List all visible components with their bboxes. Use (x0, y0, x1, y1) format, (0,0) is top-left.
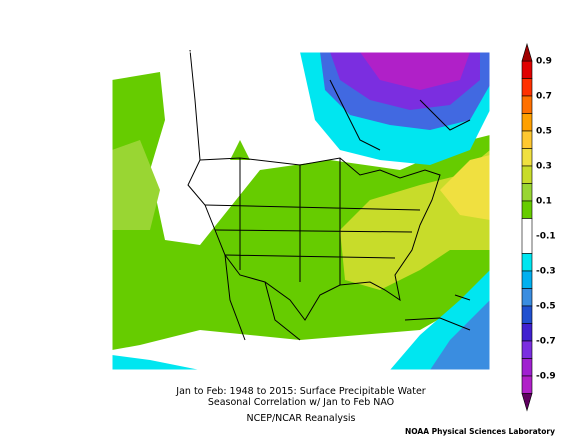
colorbar-segment (521, 218, 533, 254)
colorbar-arrow (521, 393, 533, 412)
colorbar-segment (521, 60, 533, 79)
caribbean (404, 294, 471, 331)
colorbar-segment (521, 130, 533, 149)
map (111, 49, 491, 371)
us-outline (187, 157, 441, 321)
field-green (230, 140, 250, 160)
colorbar-label: -0.7 (536, 337, 556, 347)
colorbar-segment (521, 165, 533, 184)
colorbar-segment (521, 288, 533, 307)
colorbar-segment (521, 148, 533, 167)
mexico-coast (224, 254, 301, 341)
colorbar-segment (521, 340, 533, 359)
title-line: Seasonal Correlation w/ Jan to Feb NAO (208, 397, 394, 408)
colorbar-label: -0.3 (536, 267, 556, 277)
colorbar-segment (521, 323, 533, 342)
colorbar-label: 0.3 (536, 162, 552, 172)
colorbar-segment (521, 253, 533, 272)
colorbar-label: 0.5 (536, 127, 552, 137)
source: NCEP/NCAR Reanalysis (246, 413, 355, 424)
colorbar-segment (521, 200, 533, 219)
colorbar-label: -0.9 (536, 372, 556, 382)
state-lines (204, 158, 421, 285)
colorbar-label: 0.1 (536, 197, 552, 207)
colorbar-segment (521, 358, 533, 377)
coastlines (187, 49, 471, 341)
colorbar-segment (521, 305, 533, 324)
field-purple (360, 52, 470, 90)
field-blue (430, 300, 490, 370)
map-frame (111, 51, 491, 371)
colorbar-segment (521, 78, 533, 97)
canada-coast (189, 49, 471, 161)
credit: NOAA Physical Sciences Laboratory (405, 427, 555, 436)
colorbar-label: -0.5 (536, 302, 556, 312)
colorbar-label: 0.7 (536, 92, 552, 102)
colorbar-label: -0.1 (536, 232, 556, 242)
field-cyan (112, 355, 200, 370)
colorbar-label: 0.9 (536, 57, 552, 67)
colorbar-segment (521, 375, 533, 394)
colorbar-segment (521, 270, 533, 289)
colorbar-arrow (521, 42, 533, 62)
field-yellow (440, 155, 490, 220)
field-lightgreen (112, 140, 160, 230)
colorbar-segment (521, 113, 533, 132)
title-line: Jan to Feb: 1948 to 2015: Surface Precip… (175, 386, 426, 397)
colorbar-segment (521, 95, 533, 114)
colorbar-segment (521, 183, 533, 202)
colorbar: 0.9 0.7 0.5 0.3 0.1 -0.1 -0.3 -0.5 -0.7 -0.9 (521, 42, 556, 412)
